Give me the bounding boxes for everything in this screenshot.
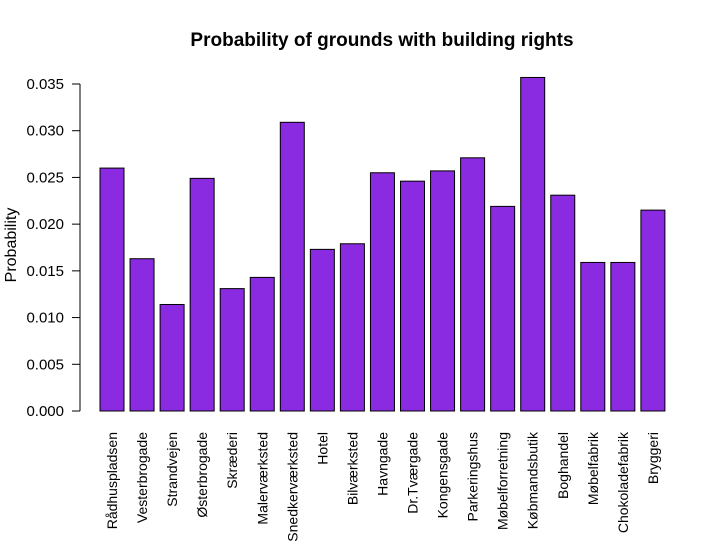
x-tick-label: Snedkerværksted — [284, 432, 300, 542]
bars — [99, 76, 666, 412]
y-tick-label: 0.005 — [26, 356, 64, 373]
bar — [580, 261, 606, 412]
bar — [490, 205, 516, 412]
y-tick-label: 0.000 — [26, 403, 64, 420]
x-tick-label: Kongensgade — [435, 432, 451, 519]
x-tick-label: Parkeringshus — [465, 432, 481, 522]
bar — [249, 276, 275, 412]
x-tick-label: Malerværksted — [254, 432, 270, 525]
bar — [369, 172, 395, 412]
bar — [99, 167, 125, 412]
bar — [550, 194, 576, 412]
x-axis-labels: Rådhuspladsen Vesterbrogade Strandvejen Øst… — [104, 431, 661, 542]
bar — [189, 177, 215, 412]
y-axis: 0.000 0.005 0.010 0.015 0.020 0.025 0.030 0.035 — [26, 76, 81, 420]
bar — [610, 261, 636, 412]
x-tick-label: Skræderi — [224, 432, 240, 489]
x-tick-label: Dr.Tværgade — [405, 432, 421, 514]
x-tick-label: Rådhuspladsen — [104, 432, 120, 529]
x-tick-label: Købmandsbutik — [525, 431, 541, 529]
bar — [339, 243, 365, 412]
bar — [279, 121, 305, 412]
bar — [520, 76, 546, 412]
x-tick-label: Bilværksted — [344, 432, 360, 505]
y-tick-label: 0.030 — [26, 123, 64, 140]
x-tick-label: Hotel — [314, 432, 330, 465]
bar — [430, 170, 456, 412]
x-tick-label: Bryggeri — [645, 432, 661, 484]
y-tick-label: 0.020 — [26, 216, 64, 233]
y-tick-label: 0.010 — [26, 310, 64, 327]
bar — [460, 157, 486, 412]
y-axis-label: Probability — [3, 208, 20, 283]
bar — [309, 248, 335, 412]
chart-title: Probability of grounds with building rig… — [190, 30, 573, 51]
y-tick-label: 0.025 — [26, 169, 64, 186]
x-tick-label: Østerbrogade — [194, 432, 210, 518]
bar — [640, 209, 666, 412]
x-tick-label: Møbelforretning — [495, 432, 511, 530]
x-tick-label: Vesterbrogade — [134, 432, 150, 523]
bar — [400, 180, 425, 412]
bar — [129, 258, 155, 412]
x-tick-label: Strandvejen — [164, 432, 180, 507]
x-tick-label: Chokoladefabrik — [615, 431, 631, 533]
x-tick-label: Møbelfabrik — [585, 431, 601, 505]
y-tick-label: 0.015 — [26, 263, 64, 280]
bar — [159, 303, 185, 412]
bar — [219, 288, 245, 412]
y-tick-label: 0.035 — [26, 76, 64, 93]
x-tick-label: Boghandel — [555, 432, 571, 499]
x-tick-label: Havngade — [374, 432, 390, 496]
